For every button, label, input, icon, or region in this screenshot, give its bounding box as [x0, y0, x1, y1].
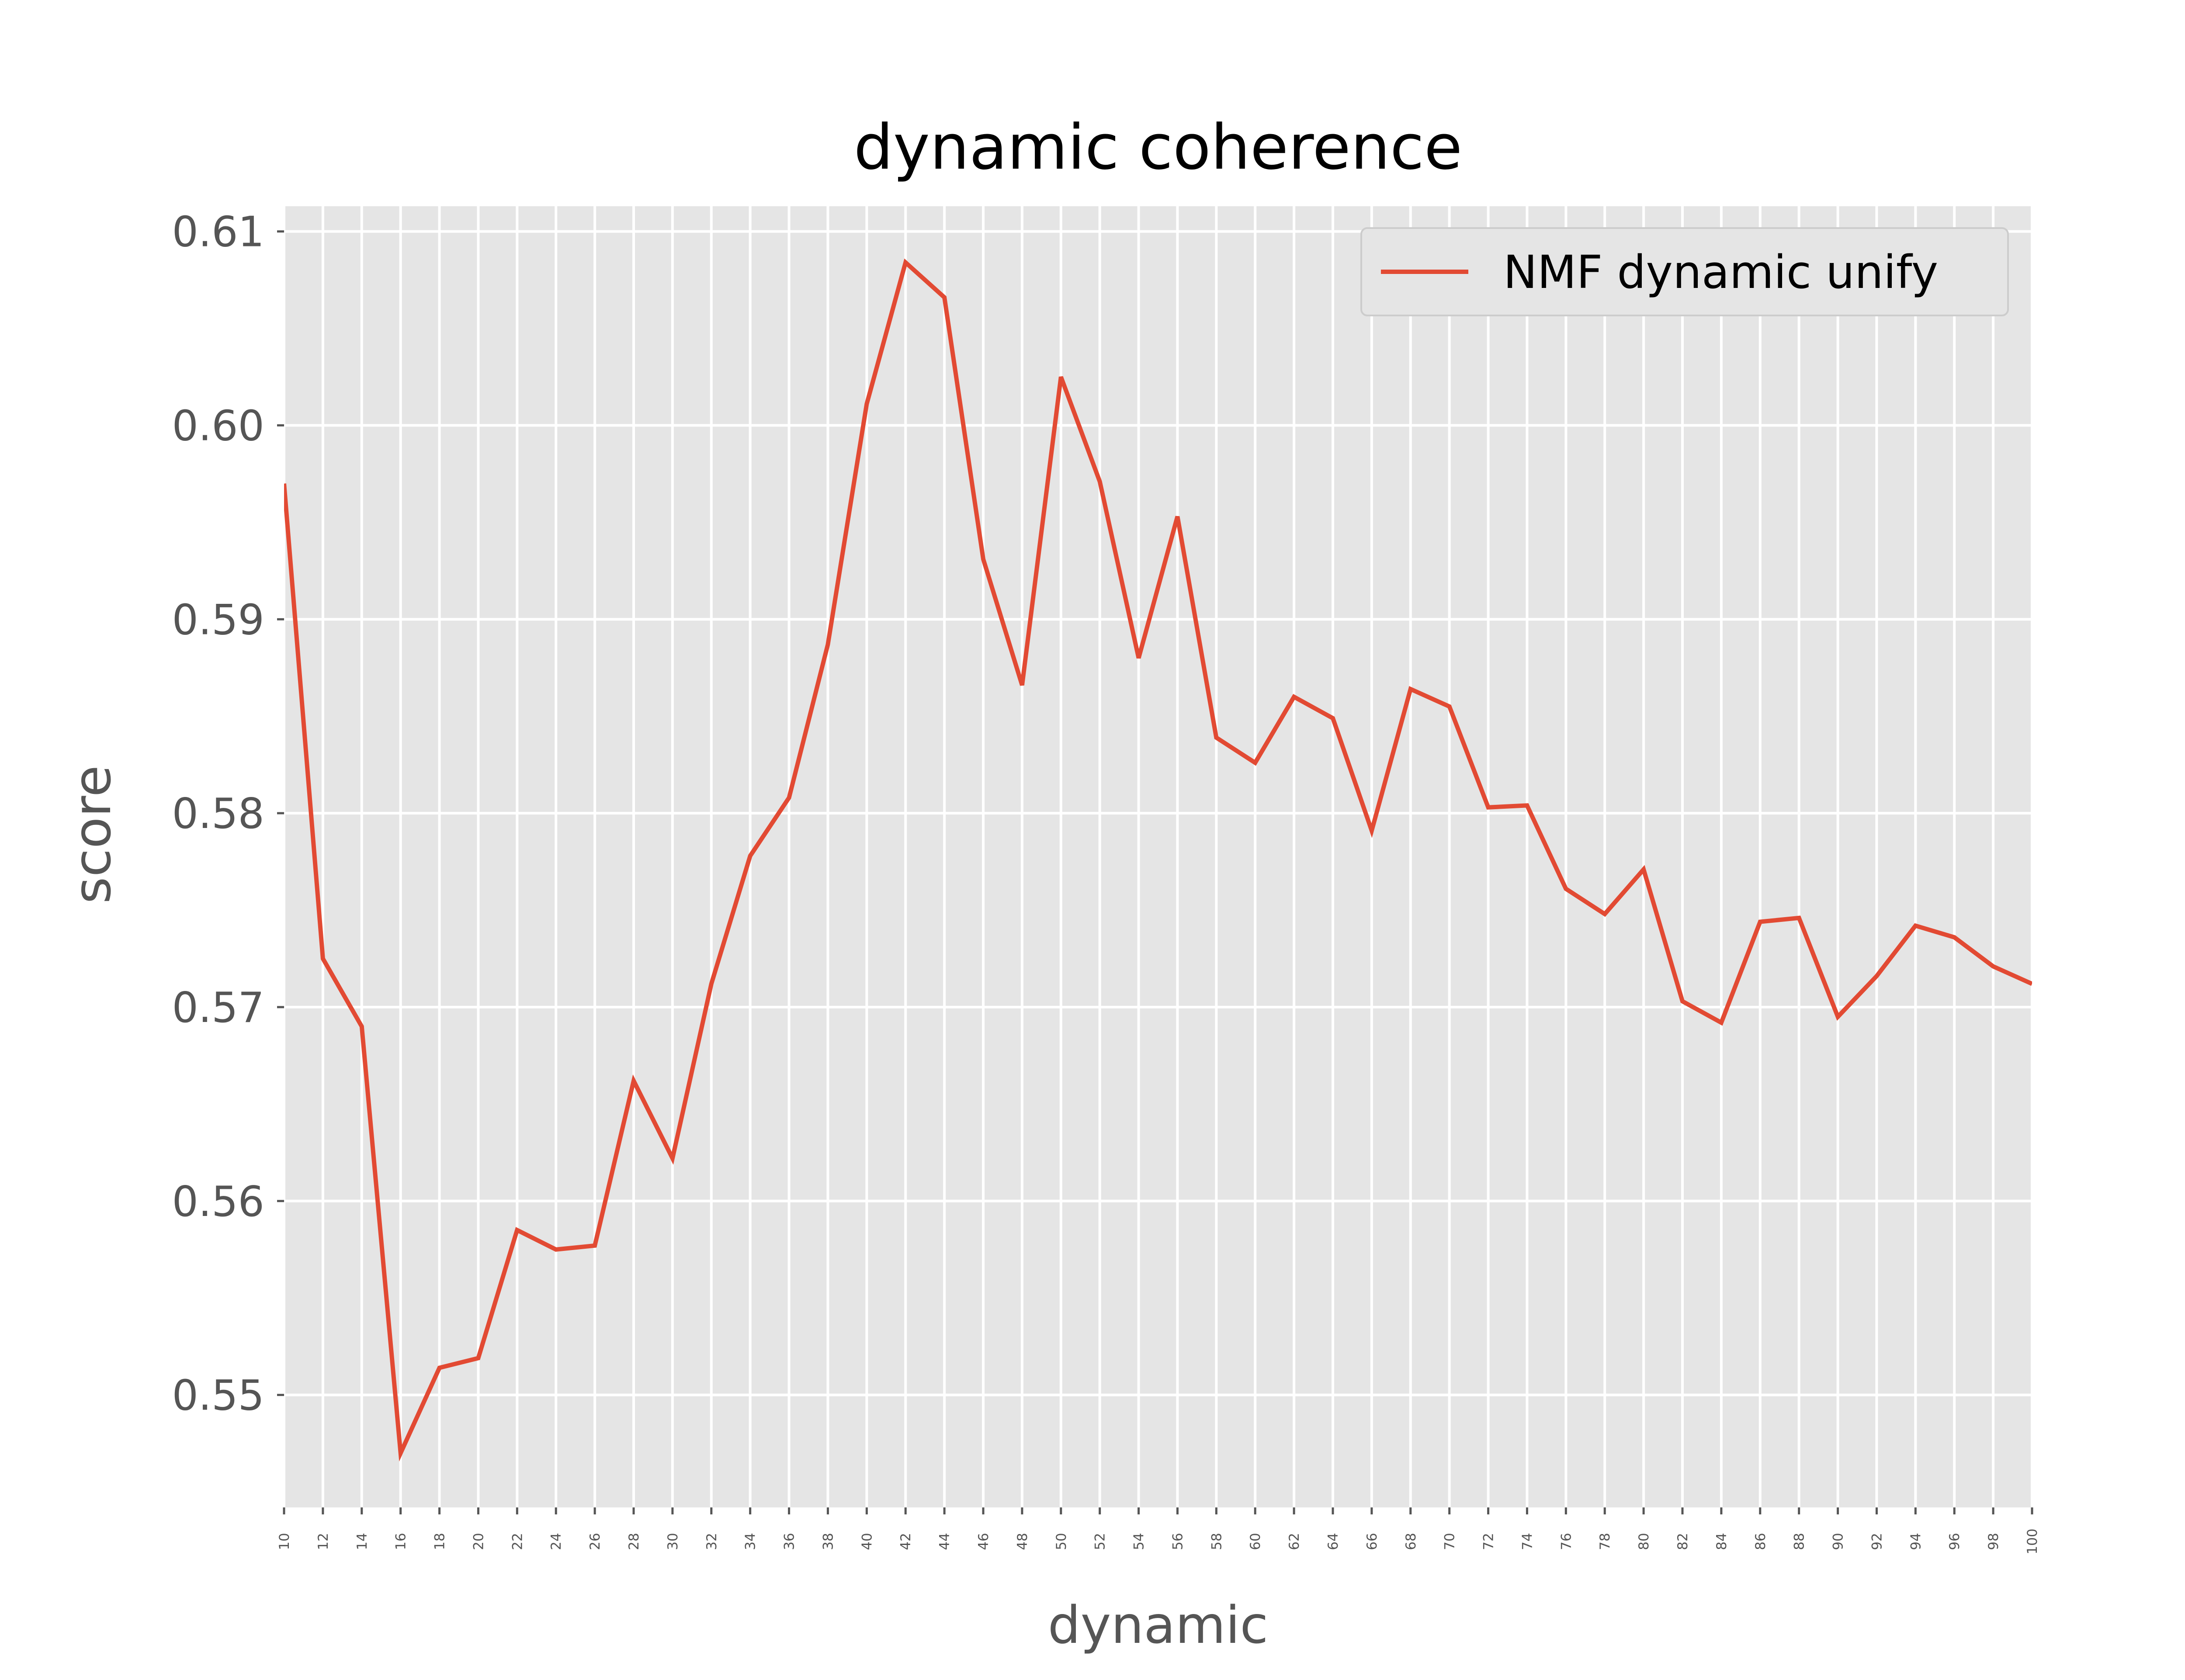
- legend-box: [1360, 227, 2009, 316]
- x-tick-label: 80: [1636, 1533, 1652, 1550]
- x-tick-label: 16: [393, 1533, 409, 1550]
- y-tick-label: 0.58: [172, 790, 264, 838]
- x-tick-label: 68: [1403, 1533, 1419, 1550]
- x-tick-label: 46: [976, 1533, 992, 1550]
- y-tick-label: 0.57: [172, 984, 264, 1032]
- x-tick-label: 14: [354, 1533, 370, 1550]
- x-tick-label: 60: [1248, 1533, 1263, 1550]
- y-axis-label: score: [62, 765, 122, 904]
- x-tick-label: 36: [782, 1533, 798, 1550]
- x-tick-label: 74: [1519, 1533, 1535, 1550]
- chart-title: dynamic coherence: [854, 111, 1463, 184]
- x-tick-label: 64: [1325, 1533, 1341, 1550]
- y-tick-label: 0.56: [172, 1178, 264, 1226]
- x-tick-label: 52: [1092, 1533, 1108, 1550]
- x-tick-label: 18: [432, 1533, 448, 1550]
- x-tick-label: 40: [859, 1533, 875, 1550]
- legend: NMF dynamic unify: [1360, 227, 2009, 316]
- x-tick-label: 96: [1947, 1533, 1963, 1550]
- x-tick-label: 42: [898, 1533, 914, 1550]
- x-tick-label: 44: [937, 1533, 953, 1550]
- x-tick-label: 62: [1287, 1533, 1302, 1550]
- x-tick-label: 100: [2025, 1528, 2040, 1554]
- legend-label: NMF dynamic unify: [1503, 246, 1938, 299]
- series-layer: [284, 258, 2032, 1462]
- x-tick-label: 50: [1054, 1533, 1069, 1550]
- x-tick-label: 54: [1131, 1533, 1147, 1550]
- series-line-0: [284, 258, 2032, 1462]
- x-tick-label: 56: [1170, 1533, 1186, 1550]
- x-tick-label: 98: [1986, 1533, 2001, 1550]
- x-tick-label: 10: [277, 1533, 292, 1550]
- x-tick-label: 24: [548, 1533, 564, 1550]
- x-tick-label: 30: [665, 1533, 681, 1550]
- x-tick-label: 38: [820, 1533, 836, 1550]
- y-tick-label: 0.59: [172, 596, 264, 644]
- x-tick-label: 76: [1558, 1533, 1574, 1550]
- x-tick-label: 28: [626, 1533, 642, 1550]
- grid: [283, 206, 2033, 1507]
- x-tick-label: 72: [1481, 1533, 1497, 1550]
- plot-area: [284, 206, 2032, 1507]
- x-axis-label: dynamic: [1048, 1595, 1268, 1655]
- x-tick-label: 94: [1908, 1533, 1924, 1550]
- x-tick-label: 12: [316, 1533, 331, 1550]
- x-tick-label: 82: [1675, 1533, 1691, 1550]
- x-tick-label: 92: [1869, 1533, 1885, 1550]
- x-tick-label: 78: [1597, 1533, 1613, 1550]
- x-tick-label: 34: [743, 1533, 759, 1550]
- x-tick-label: 20: [471, 1533, 486, 1550]
- x-tick-label: 22: [510, 1533, 525, 1550]
- x-tick-label: 66: [1364, 1533, 1380, 1550]
- x-tick-label: 26: [587, 1533, 603, 1550]
- x-tick-label: 32: [704, 1533, 720, 1550]
- x-tick-label: 58: [1209, 1533, 1224, 1550]
- x-tick-label: 84: [1714, 1533, 1730, 1550]
- x-tick-label: 86: [1753, 1533, 1769, 1550]
- y-tick-label: 0.60: [172, 402, 264, 450]
- y-tick-label: 0.55: [172, 1372, 264, 1420]
- x-tick-label: 48: [1015, 1533, 1030, 1550]
- x-tick-label: 70: [1442, 1533, 1458, 1550]
- x-tick-label: 88: [1792, 1533, 1807, 1550]
- x-tick-label: 90: [1831, 1533, 1846, 1550]
- axis-ticks: 10 12 14 16 18 20 22 24 26 28 30 32 34 36 38 40 42 44 46 48…: [172, 208, 2040, 1555]
- y-tick-label: 0.61: [172, 208, 264, 256]
